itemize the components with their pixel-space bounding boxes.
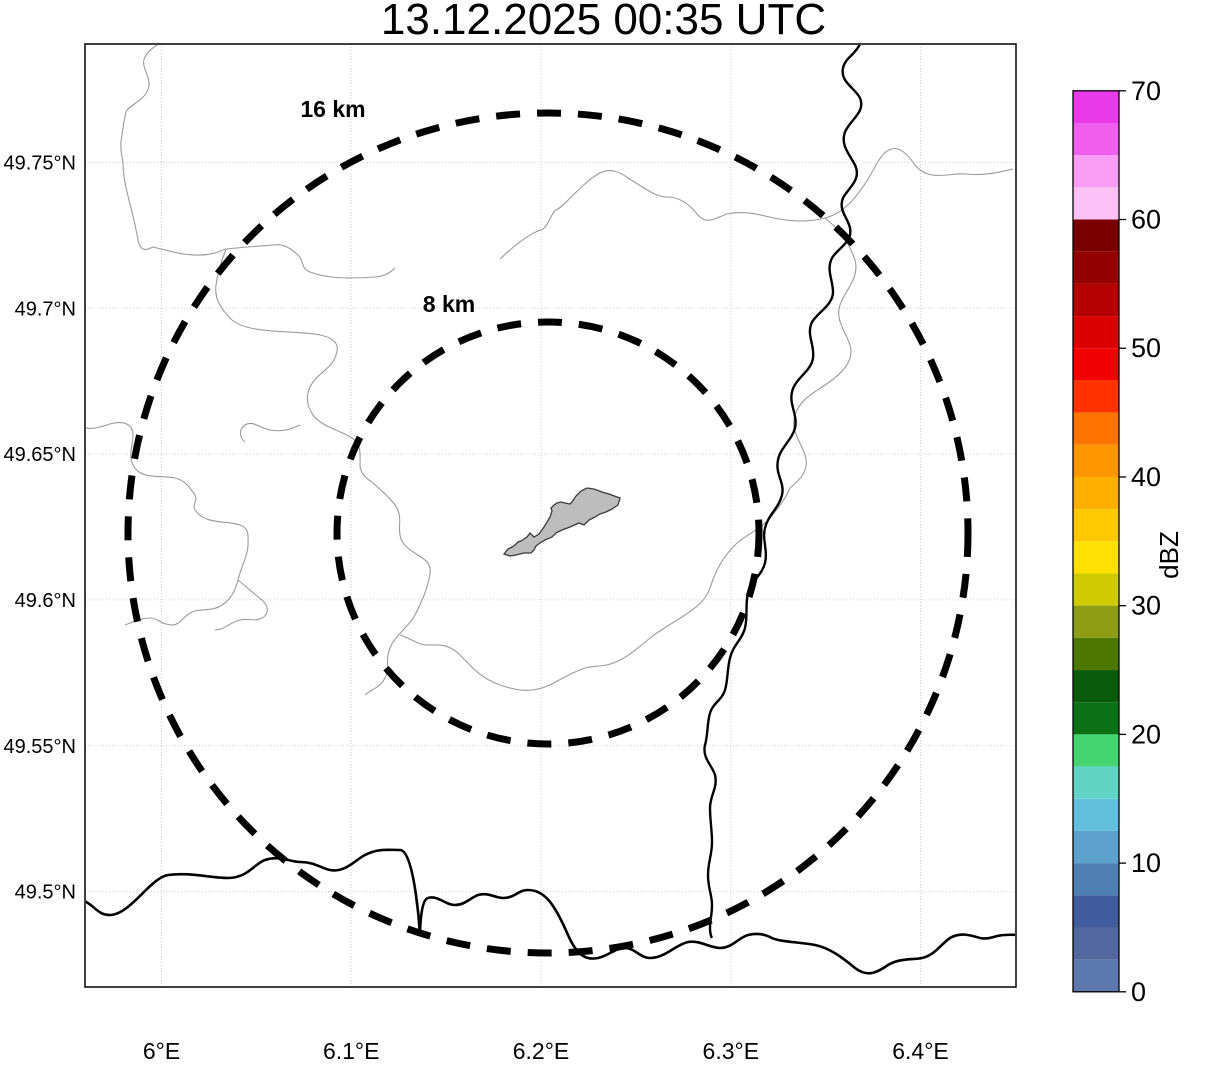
- svg-text:6.2°E: 6.2°E: [513, 1038, 570, 1064]
- svg-text:6°E: 6°E: [143, 1038, 180, 1064]
- svg-text:60: 60: [1131, 205, 1161, 235]
- svg-text:16 km: 16 km: [300, 96, 365, 122]
- svg-text:50: 50: [1131, 333, 1161, 363]
- svg-text:6.4°E: 6.4°E: [892, 1038, 949, 1064]
- svg-text:6.1°E: 6.1°E: [323, 1038, 380, 1064]
- svg-text:30: 30: [1131, 591, 1161, 621]
- svg-text:49.5°N: 49.5°N: [15, 882, 76, 904]
- svg-text:10: 10: [1131, 848, 1161, 878]
- svg-text:49.7°N: 49.7°N: [15, 298, 76, 320]
- svg-text:20: 20: [1131, 719, 1161, 749]
- svg-text:8 km: 8 km: [423, 291, 475, 317]
- svg-text:dBZ: dBZ: [1154, 531, 1184, 579]
- svg-text:0: 0: [1131, 977, 1146, 1007]
- svg-text:49.75°N: 49.75°N: [4, 152, 77, 174]
- svg-text:49.65°N: 49.65°N: [4, 444, 77, 466]
- svg-text:49.55°N: 49.55°N: [4, 736, 77, 758]
- svg-text:6.3°E: 6.3°E: [703, 1038, 760, 1064]
- svg-text:49.6°N: 49.6°N: [15, 590, 76, 612]
- svg-text:40: 40: [1131, 462, 1161, 492]
- svg-text:70: 70: [1131, 76, 1161, 106]
